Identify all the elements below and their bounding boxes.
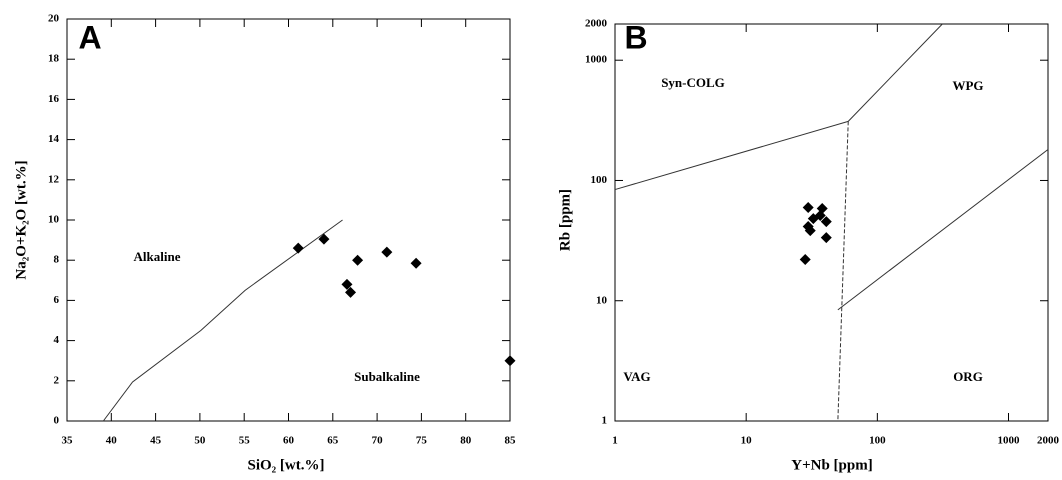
x-tick-label: 10 — [741, 435, 753, 447]
x-axis-title: SiO₂ [wt.%] — [248, 457, 325, 473]
y-tick-label: 20 — [48, 13, 60, 25]
region-label: Syn-COLG — [661, 75, 725, 90]
x-tick-label: 70 — [372, 435, 384, 447]
x-tick-label: 35 — [62, 435, 74, 447]
region-label: Subalkaline — [354, 369, 420, 384]
x-tick-label: 2000 — [1037, 435, 1060, 447]
boundary-line — [102, 219, 343, 422]
y-tick-label: 12 — [48, 173, 60, 185]
plot-frame — [66, 18, 511, 422]
region-label: Alkaline — [134, 249, 181, 264]
y-tick-label: 0 — [54, 415, 60, 427]
y-tick-label: 8 — [54, 254, 60, 266]
y-axis-title: Rb [ppm] — [557, 189, 573, 251]
data-point — [318, 233, 330, 245]
x-tick-label: 1 — [612, 435, 618, 447]
y-tick-label: 10 — [48, 214, 60, 226]
data-point — [799, 254, 811, 266]
y-tick-label: 16 — [48, 93, 60, 105]
data-point — [804, 225, 816, 237]
x-tick-label: 60 — [283, 435, 295, 447]
region-label: WPG — [952, 78, 983, 93]
x-tick-label: 65 — [327, 435, 339, 447]
y-tick-label: 2 — [54, 374, 60, 386]
data-point — [814, 210, 826, 222]
data-point — [292, 242, 304, 254]
panel-label: B — [624, 19, 647, 55]
region-label: ORG — [953, 369, 983, 384]
x-tick-label: 100 — [869, 435, 886, 447]
y-tick-label: 4 — [54, 334, 60, 346]
boundary-line — [614, 120, 849, 191]
boundary-line — [837, 149, 1049, 311]
y-tick-label: 10 — [596, 294, 608, 306]
data-point — [802, 201, 814, 213]
x-tick-label: 1000 — [998, 435, 1021, 447]
plot-frame — [614, 23, 1049, 422]
y-tick-label: 1 — [602, 415, 608, 427]
boundary-line — [837, 121, 849, 422]
data-point — [410, 257, 422, 269]
x-tick-label: 45 — [150, 435, 162, 447]
x-tick-label: 85 — [505, 435, 517, 447]
panel-label: A — [78, 19, 101, 55]
data-point — [345, 286, 357, 298]
x-axis-title: Y+Nb [ppm] — [791, 457, 872, 473]
y-tick-label: 2000 — [585, 18, 608, 30]
x-tick-label: 40 — [106, 435, 118, 447]
y-axis-title: Na₂O+K₂O [wt.%] — [13, 160, 29, 279]
region-label: VAG — [623, 369, 650, 384]
data-point — [820, 216, 832, 228]
y-tick-label: 100 — [591, 174, 608, 186]
y-tick-label: 18 — [48, 53, 60, 65]
y-tick-label: 1000 — [585, 54, 608, 66]
data-point — [352, 254, 364, 266]
y-tick-label: 6 — [54, 294, 60, 306]
boundary-line — [847, 23, 943, 122]
data-point — [504, 355, 516, 367]
x-tick-label: 75 — [416, 435, 428, 447]
x-tick-label: 50 — [194, 435, 206, 447]
x-tick-label: 55 — [239, 435, 251, 447]
data-point — [381, 246, 393, 258]
data-point — [341, 278, 353, 290]
y-tick-label: 14 — [48, 133, 60, 145]
data-point — [820, 232, 832, 244]
x-tick-label: 80 — [460, 435, 472, 447]
